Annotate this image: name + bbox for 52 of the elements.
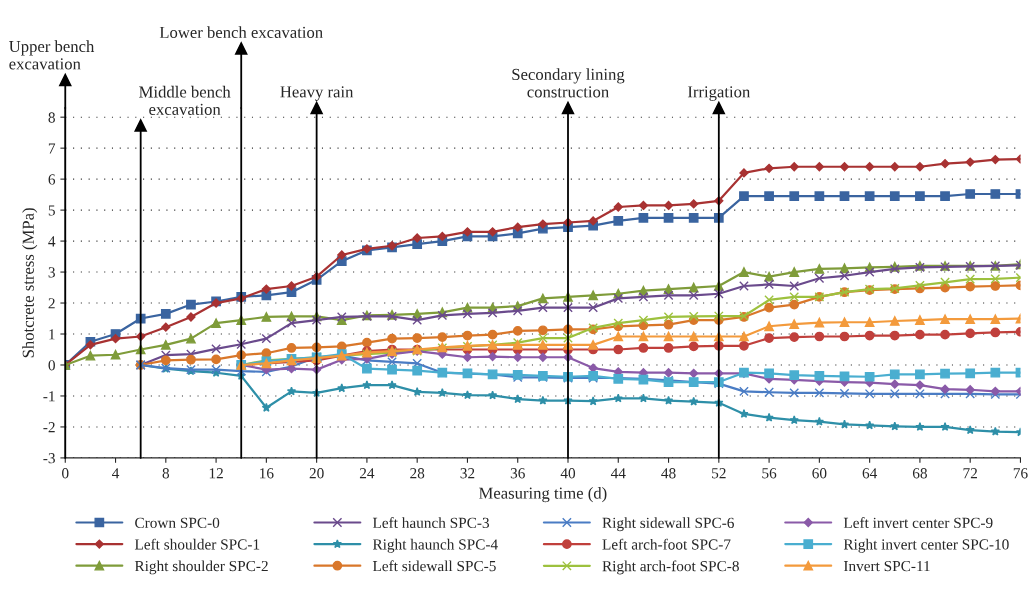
x-tick-label: 68 xyxy=(912,468,927,479)
y-tick-label: -3 xyxy=(43,453,55,464)
x-tick-label: 56 xyxy=(762,468,777,479)
ref-line-label: Heavy rain xyxy=(280,86,354,101)
y-tick-label: 6 xyxy=(48,174,56,185)
x-tick-label: 72 xyxy=(963,468,977,479)
y-tick-label: 5 xyxy=(48,205,55,216)
x-axis-title: Measuring time (d) xyxy=(479,487,607,503)
x-tick-label: 60 xyxy=(812,468,827,479)
legend-label: Right shoulder SPC-2 xyxy=(134,560,268,575)
y-tick-label: 1 xyxy=(49,329,55,340)
x-tick-label: 76 xyxy=(1013,468,1028,479)
ref-line-label: Upper bench excavation xyxy=(9,40,95,70)
y-axis-title: Shotcrete stress (MPa) xyxy=(22,208,38,358)
x-tick-label: 20 xyxy=(309,468,324,479)
x-tick-label: 12 xyxy=(209,468,223,479)
legend-label: Right haunch SPC-4 xyxy=(372,538,498,553)
x-tick-label: 48 xyxy=(661,468,676,479)
legend-label: Right arch-foot SPC-8 xyxy=(602,560,739,575)
x-tick-label: 16 xyxy=(260,468,274,479)
legend-label: Right invert center SPC-10 xyxy=(843,538,1009,553)
y-tick-label: 8 xyxy=(48,112,55,123)
legend-label: Left sidewall SPC-5 xyxy=(372,560,496,572)
ref-line-label: Secondary lining construction xyxy=(512,68,625,98)
y-tick-label: 7 xyxy=(48,143,56,154)
y-tick-label: 3 xyxy=(48,267,55,278)
ref-line-label: Irrigation xyxy=(687,86,751,101)
x-tick-label: 0 xyxy=(62,468,69,479)
x-tick-label: 36 xyxy=(510,468,525,479)
legend-label: Left shoulder SPC-1 xyxy=(134,538,260,550)
legend-label: Right sidewall SPC-6 xyxy=(602,517,734,532)
ref-line-label: Lower bench excavation xyxy=(159,26,323,38)
legend-label: Left haunch SPC-3 xyxy=(372,517,490,529)
legend-label: Left arch-foot SPC-7 xyxy=(602,538,731,550)
y-tick-label: -1 xyxy=(43,391,55,402)
x-tick-label: 24 xyxy=(359,468,375,479)
x-tick-label: 32 xyxy=(460,468,475,479)
x-tick-label: 52 xyxy=(712,468,726,479)
x-tick-label: 8 xyxy=(162,468,170,479)
x-tick-label: 44 xyxy=(610,468,626,479)
x-tick-label: 4 xyxy=(112,468,120,479)
y-tick-label: 4 xyxy=(48,236,56,247)
x-tick-label: 64 xyxy=(862,468,878,479)
ref-line-label: Middle bench excavation xyxy=(139,85,231,115)
y-tick-label: 2 xyxy=(48,298,55,309)
legend-label: Crown SPC-0 xyxy=(135,517,220,529)
x-tick-label: 28 xyxy=(410,468,425,479)
legend-label: Left invert center SPC-9 xyxy=(843,517,993,529)
y-tick-label: 0 xyxy=(48,360,55,371)
x-tick-label: 40 xyxy=(560,468,576,479)
legend-label: Invert SPC-11 xyxy=(843,560,930,572)
y-tick-label: -2 xyxy=(43,422,55,433)
